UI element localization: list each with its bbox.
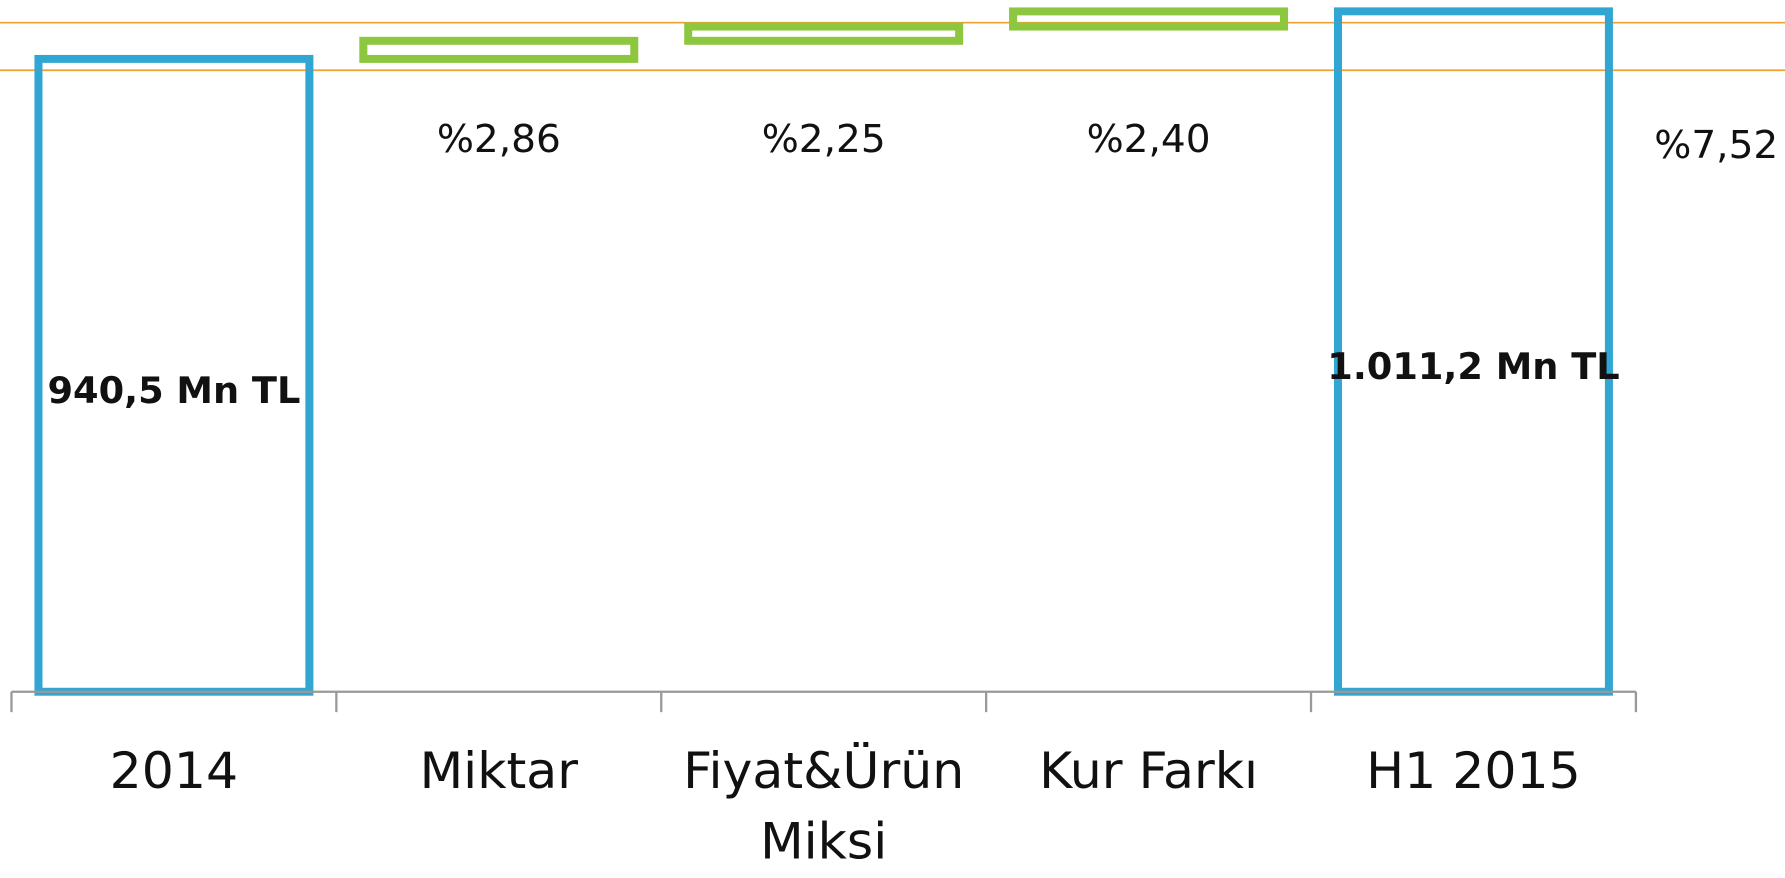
change-bar: [684, 22, 964, 45]
change-bar: [359, 36, 639, 63]
x-tick-label: H1 2015: [1366, 742, 1581, 801]
x-tick-label: Miktar: [419, 742, 579, 801]
total-change-label: %7,52: [1654, 123, 1778, 168]
value-label: 1.011,2 Mn TL: [1327, 345, 1619, 388]
value-label: %2,40: [1087, 117, 1211, 162]
x-tick-label: Fiyat&Ürün Miksi: [683, 742, 965, 871]
value-label: %2,86: [437, 117, 561, 162]
x-tick-label: Kur Farkı: [1039, 742, 1259, 801]
x-tick-label: 2014: [109, 742, 239, 801]
value-label: 940,5 Mn TL: [47, 369, 300, 412]
change-bar: [1009, 7, 1289, 31]
value-label: %2,25: [762, 117, 886, 162]
